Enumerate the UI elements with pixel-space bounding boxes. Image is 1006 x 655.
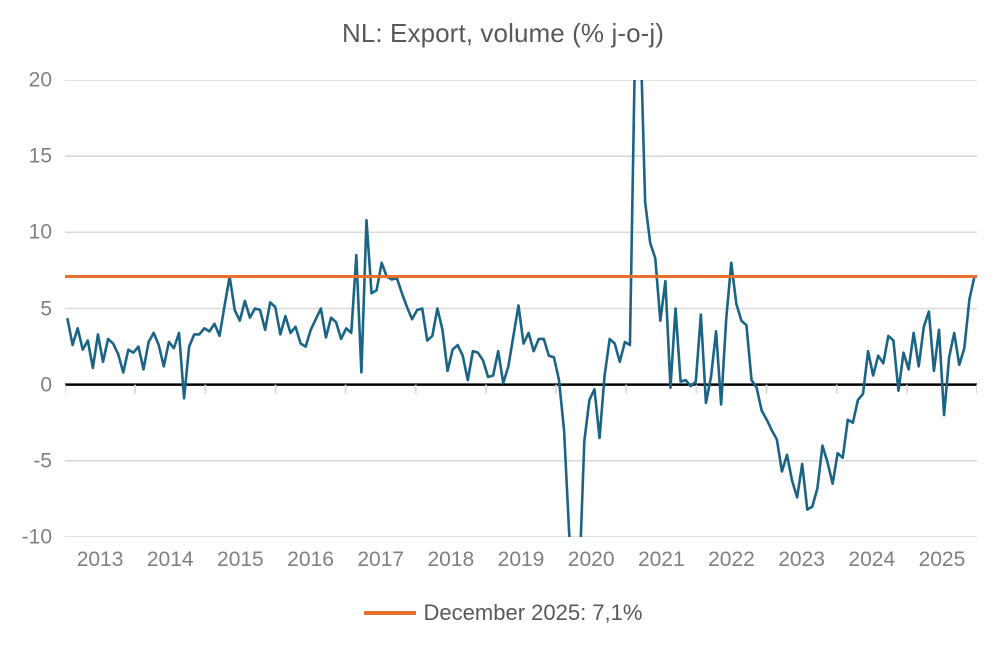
legend-label: December 2025: 7,1% [423, 600, 643, 625]
x-tick-label: 2016 [287, 548, 334, 571]
x-tick-label: 2019 [497, 548, 545, 571]
x-tick-label: 2024 [848, 548, 896, 571]
x-tick-label: 2023 [778, 548, 825, 571]
series-plot [65, 80, 977, 537]
y-tick-label: 20 [28, 68, 52, 92]
x-tick-label: 2022 [708, 548, 755, 571]
y-tick-label: 0 [40, 373, 52, 397]
chart-legend: December 2025: 7,1% [0, 600, 1006, 626]
y-tick-label: 10 [28, 220, 52, 244]
x-tick-label: 2021 [637, 548, 685, 571]
x-tick-label: 2014 [146, 548, 194, 571]
x-tick-label: 2013 [76, 548, 124, 571]
y-tick-label: -5 [33, 449, 52, 473]
y-tick-label: 15 [28, 144, 52, 168]
x-tick-label: 2020 [567, 548, 615, 571]
y-tick-label: -10 [21, 525, 52, 549]
x-axis: 2013 2014 2015 2016 2017 2018 2019 2020 2021 2022… [65, 547, 977, 579]
gridlines [65, 80, 977, 537]
y-axis: 20 15 10 5 0 -5 -10 [0, 70, 52, 548]
data-line [66, 80, 976, 537]
plot-area [65, 80, 977, 537]
x-tick-label: 2017 [357, 548, 405, 571]
x-axis-ticks [65, 384, 977, 394]
y-tick-label: 5 [40, 297, 52, 320]
chart-title: NL: Export, volume (% j-o-j) [341, 18, 665, 48]
x-tick-label: 2015 [217, 548, 264, 571]
legend-line-swatch [363, 611, 416, 615]
x-tick-label: 2018 [427, 548, 475, 571]
x-tick-label: 2025 [918, 548, 966, 571]
